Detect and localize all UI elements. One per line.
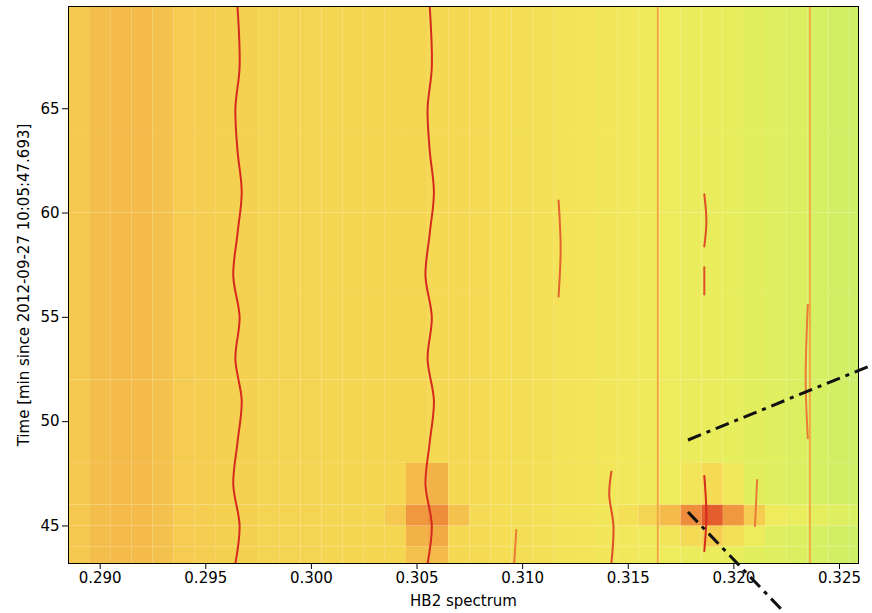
svg-text:0.320: 0.320 <box>712 569 755 587</box>
svg-text:0.305: 0.305 <box>396 569 439 587</box>
svg-text:0.295: 0.295 <box>184 569 227 587</box>
svg-text:0.290: 0.290 <box>79 569 122 587</box>
svg-text:65: 65 <box>40 100 59 118</box>
svg-text:0.310: 0.310 <box>501 569 544 587</box>
svg-text:0.325: 0.325 <box>818 569 861 587</box>
svg-text:0.300: 0.300 <box>290 569 333 587</box>
svg-text:55: 55 <box>40 308 59 326</box>
svg-text:0.315: 0.315 <box>607 569 650 587</box>
svg-text:60: 60 <box>40 204 59 222</box>
svg-text:50: 50 <box>40 412 59 430</box>
svg-text:Time [min since 2012-09-27 10:: Time [min since 2012-09-27 10:05:47.693] <box>15 124 33 448</box>
svg-text:45: 45 <box>40 517 59 535</box>
svg-text:HB2 spectrum: HB2 spectrum <box>410 592 517 610</box>
